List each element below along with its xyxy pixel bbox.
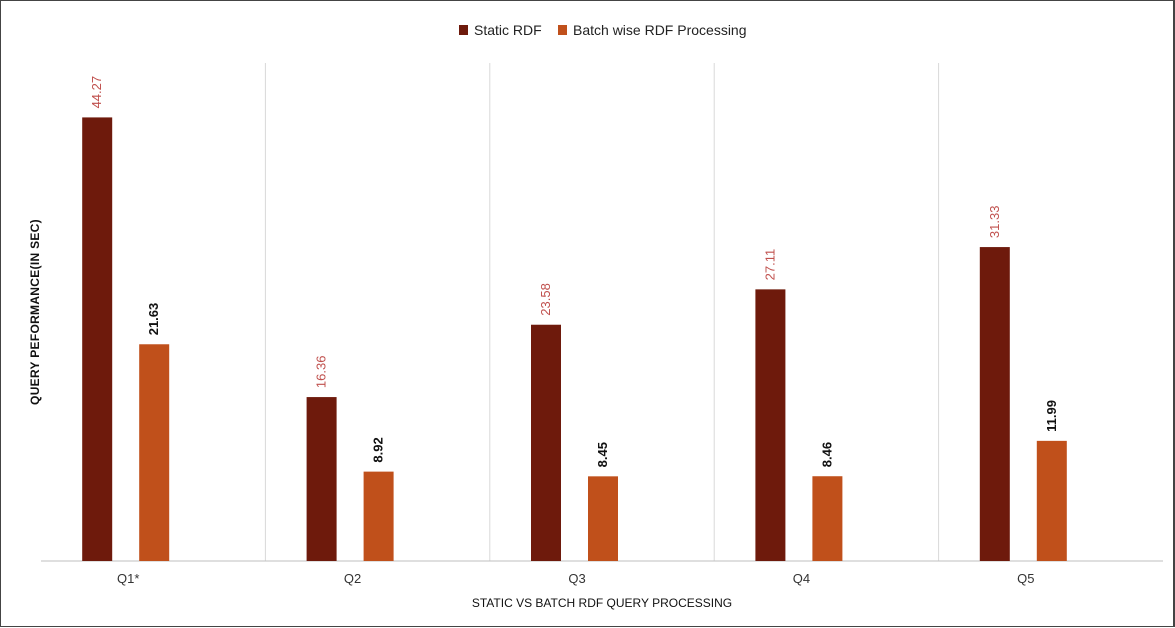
- bar-batch-wise-rdf-processing-q3: [588, 476, 618, 561]
- x-tick-label-q3: Q3: [568, 571, 585, 586]
- bar-static-rdf-q2: [306, 397, 337, 561]
- bar-static-rdf-q4: [755, 289, 786, 561]
- bar-batch-wise-rdf-processing-q4: [812, 476, 843, 561]
- legend-label-batch-wise-rdf-processing: Batch wise RDF Processing: [573, 22, 747, 38]
- bar-batch-wise-rdf-processing-q1: [139, 344, 170, 561]
- x-tick-labels: Q1* Q2 Q3 Q4 Q5: [117, 571, 1034, 586]
- x-axis-title: STATIC VS BATCH RDF QUERY PROCESSING: [472, 596, 732, 610]
- value-label-static-rdf-q4: 27.11: [762, 249, 777, 281]
- value-label-static-rdf-q5: 31.33: [987, 206, 1002, 239]
- x-tick-label-q1: Q1*: [117, 571, 139, 586]
- legend-swatch-static-rdf: [459, 25, 468, 35]
- x-tick-label-q2: Q2: [344, 571, 361, 586]
- x-tick-label-q5: Q5: [1017, 571, 1034, 586]
- bar-batch-wise-rdf-processing-q5: [1036, 440, 1067, 561]
- x-tick-label-q4: Q4: [793, 571, 810, 586]
- value-label-batch-wise-rdf-processing-q3: 8.45: [595, 442, 610, 467]
- value-label-batch-wise-rdf-processing-q1: 21.63: [146, 303, 161, 336]
- legend-swatch-batch-wise-rdf-processing: [558, 25, 567, 35]
- bars: [82, 117, 1067, 561]
- value-label-static-rdf-q2: 16.36: [314, 356, 329, 389]
- value-label-batch-wise-rdf-processing-q5: 11.99: [1044, 400, 1059, 432]
- bar-static-rdf-q5: [979, 247, 1010, 561]
- y-axis-title: QUERY PEFORMANCE(IN SEC): [28, 219, 42, 405]
- legend-label-static-rdf: Static RDF: [474, 22, 542, 38]
- value-label-batch-wise-rdf-processing-q2: 8.92: [371, 437, 386, 462]
- value-label-static-rdf-q1: 44.27: [89, 76, 104, 109]
- bar-static-rdf-q1: [82, 117, 113, 561]
- value-labels: 44.27 21.63 16.36 8.92 23.58 8.45 27.11 8.46 31.…: [89, 76, 1059, 467]
- category-separators: [264, 63, 940, 561]
- bar-static-rdf-q3: [531, 324, 561, 561]
- legend: Static RDF Batch wise RDF Processing: [459, 22, 747, 38]
- bar-batch-wise-rdf-processing-q2: [363, 471, 394, 561]
- value-label-static-rdf-q3: 23.58: [538, 283, 553, 316]
- value-label-batch-wise-rdf-processing-q4: 8.46: [819, 442, 834, 467]
